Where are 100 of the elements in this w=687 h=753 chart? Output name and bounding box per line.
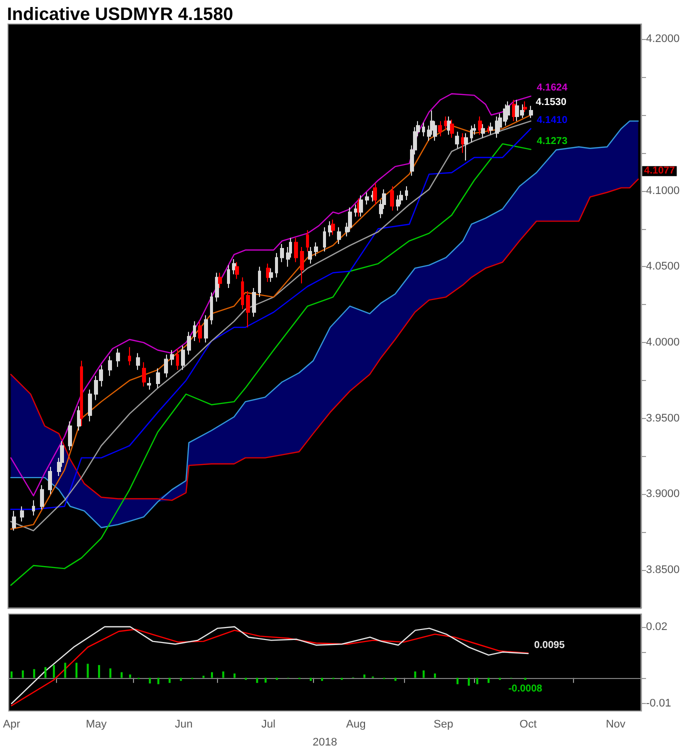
candlestick [32, 500, 35, 516]
candlestick [142, 362, 146, 388]
candlestick [308, 246, 312, 264]
candlestick [246, 290, 250, 328]
x-axis-title: 2018 [312, 736, 338, 748]
candlestick [252, 287, 256, 318]
x-tick-label: Oct [520, 718, 537, 730]
candlestick [306, 230, 309, 252]
candlestick [218, 272, 222, 288]
bar [222, 671, 224, 678]
candlestick [204, 314, 208, 344]
line-series [10, 178, 639, 501]
candlestick [444, 116, 448, 131]
candlestick [88, 389, 92, 422]
candlestick [128, 346, 131, 366]
bar [120, 672, 123, 678]
x-tick-label: Jul [261, 718, 276, 730]
candlestick [348, 207, 352, 232]
candlestick [365, 192, 369, 206]
candlestick [323, 226, 326, 252]
bar [98, 665, 100, 678]
candlestick [227, 264, 230, 288]
candlestick [136, 352, 140, 370]
bar [210, 672, 213, 678]
bar [157, 678, 160, 684]
candlestick [80, 360, 83, 426]
candlestick [331, 219, 335, 236]
bar [256, 678, 258, 683]
bar [476, 678, 478, 684]
bar [310, 678, 312, 681]
candlestick [181, 345, 185, 370]
candlestick [198, 320, 202, 344]
y-tick-label: 0.02 [646, 620, 668, 633]
annotation: 4.1530 [536, 96, 567, 108]
candlestick [187, 331, 191, 356]
bar [488, 678, 490, 683]
bar [321, 678, 324, 681]
bar [109, 668, 112, 678]
candlestick [529, 105, 533, 119]
x-tick-label: May [86, 718, 108, 730]
bar [264, 678, 267, 683]
y-tick-label: 3.8500 [646, 564, 680, 576]
candlestick [390, 186, 394, 212]
bar [234, 673, 236, 678]
bar [22, 670, 24, 678]
y-tick-label: 4.0500 [646, 260, 680, 273]
candlestick [405, 186, 408, 200]
bar [75, 662, 78, 678]
y-tick-label: 3.9000 [646, 488, 680, 500]
candlestick [447, 116, 451, 136]
candlestick [495, 116, 499, 138]
candlestick [438, 120, 442, 137]
candlestick [489, 122, 493, 136]
candlestick [314, 242, 318, 257]
bar [148, 678, 151, 684]
data-label: 4.1273 [536, 136, 568, 147]
bar [52, 665, 55, 678]
candlestick [215, 272, 219, 302]
candlestick [258, 266, 261, 298]
candlestick [170, 350, 174, 366]
x-tick-label: Aug [346, 718, 366, 730]
data-label: 4.1624 [536, 82, 568, 94]
candlestick [68, 420, 72, 451]
bar [394, 678, 396, 681]
bar [10, 671, 13, 678]
bar [86, 664, 89, 678]
candlestick [478, 116, 482, 136]
candlestick [373, 182, 377, 206]
candlestick [232, 258, 236, 275]
bar [363, 674, 366, 678]
line-series [10, 143, 532, 586]
candlestick [294, 237, 298, 263]
candlestick [176, 348, 179, 370]
candlestick [422, 122, 425, 137]
candlestick [359, 194, 363, 218]
candlestick [450, 119, 454, 138]
candlestick [269, 268, 273, 282]
candlestick [48, 466, 52, 495]
candlestick [193, 320, 196, 342]
candlestick [235, 262, 239, 280]
candlestick [523, 100, 527, 112]
candlestick [77, 406, 81, 432]
candlestick [328, 220, 332, 237]
x-tick-label: Jun [174, 718, 193, 730]
bar [434, 673, 436, 678]
bar [414, 671, 416, 678]
candlestick [487, 125, 490, 134]
candlestick [20, 506, 24, 522]
bar [456, 678, 459, 684]
data-label: -0.0008 [508, 683, 543, 694]
y-tick-label: 4.0000 [646, 336, 680, 349]
candlestick [40, 484, 44, 510]
candlestick [108, 356, 112, 376]
candlestick [300, 246, 304, 284]
x-tick-label: Sep [434, 718, 454, 730]
candlestick [354, 204, 357, 218]
candlestick [455, 131, 459, 149]
bar [33, 669, 36, 678]
x-tick-label: Apr [2, 718, 20, 730]
bar [422, 670, 425, 678]
